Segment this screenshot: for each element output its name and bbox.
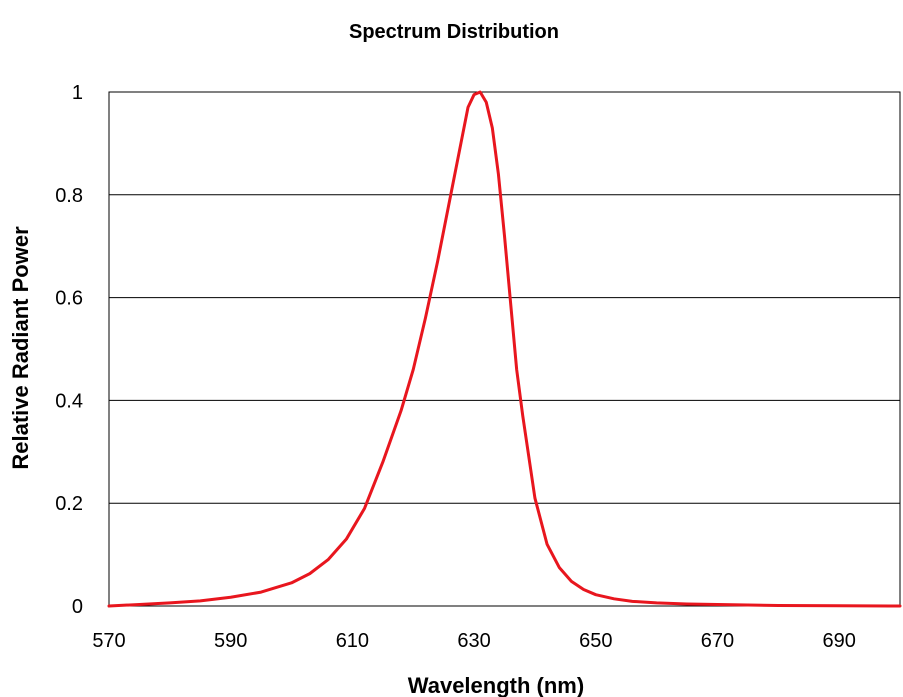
y-tick-label: 0.2 [55,493,83,515]
x-tick-labels: 570 590 610 630 650 670 690 [92,630,856,652]
series-line [107,90,902,608]
x-tick-label: 650 [579,630,612,652]
x-tick-label: 630 [457,630,490,652]
series-layer [107,90,902,608]
y-tick-label: 0.4 [55,390,83,412]
y-axis-label: Relative Radiant Power [8,226,33,470]
x-tick-label: 670 [701,630,734,652]
gridlines [109,194,900,504]
x-tick-label: 690 [822,630,855,652]
y-tick-label: 0 [72,596,83,618]
y-tick-label: 1 [72,82,83,104]
plot-area-border [108,91,901,607]
y-tick-label: 0.6 [55,288,83,310]
x-axis-label: Wavelength (nm) [408,673,584,697]
x-tick-label: 590 [214,630,247,652]
x-tick-label: 570 [92,630,125,652]
y-tick-labels: 0 0.2 0.4 0.6 0.8 1 [55,82,83,618]
x-tick-label: 610 [336,630,369,652]
chart-title: Spectrum Distribution [349,21,559,43]
y-tick-label: 0.8 [55,185,83,207]
